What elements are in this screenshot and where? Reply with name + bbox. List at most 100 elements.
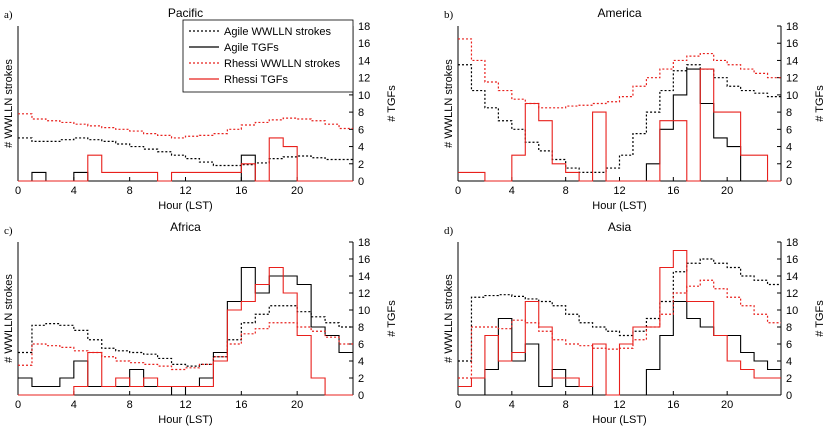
x-tick-label: 8 bbox=[127, 185, 133, 197]
y-tick-label: 18 bbox=[786, 237, 798, 249]
x-tick-label: 16 bbox=[235, 399, 247, 411]
right-axis-label: # TGFs bbox=[386, 85, 398, 122]
x-tick-label: 12 bbox=[179, 399, 191, 411]
y-tick-label: 14 bbox=[358, 271, 370, 283]
x-tick-label: 16 bbox=[235, 185, 247, 197]
x-tick-label: 8 bbox=[563, 399, 569, 411]
y-tick-label: 14 bbox=[786, 55, 798, 67]
y-tick-label: 2 bbox=[358, 373, 364, 385]
y-tick-label: 8 bbox=[358, 107, 364, 119]
panel-pacific: 0 4 8 12 16 20 0 2 4 6 8 10 12 14 16 18 Pacific a) Hour (L… bbox=[3, 6, 398, 212]
y-tick-label: 12 bbox=[358, 288, 370, 300]
y-tick-label: 2 bbox=[786, 373, 792, 385]
y-tick-label: 2 bbox=[358, 159, 364, 171]
left-axis-label: # WWLLN strokes bbox=[3, 59, 15, 148]
y-tick-label: 10 bbox=[358, 305, 370, 317]
x-tick-label: 20 bbox=[291, 399, 303, 411]
right-axis-label: # TGFs bbox=[386, 300, 398, 337]
x-tick-label: 0 bbox=[455, 185, 461, 197]
y-tick-label: 4 bbox=[786, 356, 792, 368]
y-tick-label: 8 bbox=[786, 322, 792, 334]
y-tick-label: 18 bbox=[358, 237, 370, 249]
x-tick-label: 4 bbox=[509, 399, 515, 411]
y-tick-label: 0 bbox=[358, 390, 364, 402]
panel-asia: 0 4 8 12 16 20 0 2 4 6 8 10 12 14 16 18 Asia d) Hour (LST)… bbox=[443, 220, 826, 426]
x-tick-label: 12 bbox=[613, 185, 625, 197]
series-rhessi-tgfs bbox=[18, 137, 353, 182]
x-tick-label: 8 bbox=[127, 399, 133, 411]
legend-label: Agile TGFs bbox=[224, 42, 279, 54]
series-agile-wwlln-strokes bbox=[458, 258, 781, 362]
series-agile-tgfs bbox=[18, 266, 353, 396]
y-tick-label: 0 bbox=[358, 176, 364, 188]
y-tick-label: 10 bbox=[786, 90, 798, 102]
y-tick-label: 0 bbox=[786, 176, 792, 188]
y-tick-label: 18 bbox=[786, 21, 798, 33]
y-tick-label: 4 bbox=[358, 142, 364, 154]
y-tick-label: 6 bbox=[358, 339, 364, 351]
panel-title: Pacific bbox=[168, 6, 203, 20]
y-tick-label: 16 bbox=[358, 254, 370, 266]
left-axis-label: # WWLLN strokes bbox=[3, 274, 15, 363]
panel-letter: a) bbox=[4, 9, 13, 21]
panel-title: America bbox=[597, 6, 641, 20]
legend-label: Agile WWLLN strokes bbox=[224, 26, 331, 38]
series-rhessi-tgfs bbox=[18, 266, 353, 396]
series-rhessi-wwlln-strokes bbox=[18, 113, 353, 139]
y-tick-label: 6 bbox=[786, 124, 792, 136]
right-axis-label: # TGFs bbox=[814, 85, 826, 122]
y-tick-label: 12 bbox=[786, 73, 798, 85]
right-axis-label: # TGFs bbox=[814, 300, 826, 337]
y-tick-label: 16 bbox=[786, 38, 798, 50]
legend-label: Rhessi WWLLN strokes bbox=[224, 58, 341, 70]
x-tick-label: 4 bbox=[509, 185, 515, 197]
x-axis-label: Hour (LST) bbox=[592, 414, 646, 426]
y-tick-label: 10 bbox=[786, 305, 798, 317]
x-tick-label: 12 bbox=[179, 185, 191, 197]
y-tick-label: 10 bbox=[358, 90, 370, 102]
y-tick-label: 4 bbox=[786, 142, 792, 154]
series-agile-wwlln-strokes bbox=[18, 137, 353, 167]
x-tick-label: 4 bbox=[71, 185, 77, 197]
series-rhessi-wwlln-strokes bbox=[18, 322, 353, 371]
y-tick-label: 8 bbox=[358, 322, 364, 334]
x-tick-label: 8 bbox=[563, 185, 569, 197]
y-tick-label: 6 bbox=[358, 124, 364, 136]
panel-africa: 0 4 8 12 16 20 0 2 4 6 8 10 12 14 16 18 Africa c) Hour (LS… bbox=[3, 220, 398, 426]
panel-title: Africa bbox=[170, 220, 201, 234]
y-tick-label: 12 bbox=[786, 288, 798, 300]
x-axis-label: Hour (LST) bbox=[158, 200, 212, 212]
y-tick-label: 16 bbox=[786, 254, 798, 266]
y-tick-label: 0 bbox=[786, 390, 792, 402]
x-tick-label: 0 bbox=[455, 399, 461, 411]
x-tick-label: 12 bbox=[613, 399, 625, 411]
y-tick-label: 8 bbox=[786, 107, 792, 119]
panel-letter: c) bbox=[4, 225, 13, 237]
left-axis-label: # WWLLN strokes bbox=[443, 59, 455, 148]
legend: Agile WWLLN strokes Agile TGFs Rhessi WWLL… bbox=[182, 19, 354, 93]
x-tick-label: 16 bbox=[667, 185, 679, 197]
x-axis-label: Hour (LST) bbox=[158, 414, 212, 426]
y-tick-label: 14 bbox=[786, 271, 798, 283]
series-agile-wwlln-strokes bbox=[458, 64, 781, 173]
x-tick-label: 0 bbox=[15, 185, 21, 197]
y-tick-label: 12 bbox=[358, 73, 370, 85]
panel-title: Asia bbox=[608, 220, 632, 234]
y-tick-label: 6 bbox=[786, 339, 792, 351]
x-tick-label: 16 bbox=[667, 399, 679, 411]
series-rhessi-tgfs bbox=[458, 68, 781, 182]
x-tick-label: 0 bbox=[15, 399, 21, 411]
series-rhessi-wwlln-strokes bbox=[458, 38, 781, 109]
panel-letter: d) bbox=[444, 225, 454, 237]
x-tick-label: 4 bbox=[71, 399, 77, 411]
x-axis-label: Hour (LST) bbox=[592, 200, 646, 212]
y-tick-label: 2 bbox=[786, 159, 792, 171]
panel-america: 0 4 8 12 16 20 0 2 4 6 8 10 12 14 16 18 America b) Hour (L… bbox=[443, 6, 826, 212]
x-tick-label: 20 bbox=[721, 185, 733, 197]
panel-letter: b) bbox=[444, 9, 454, 21]
y-tick-label: 16 bbox=[358, 38, 370, 50]
series-rhessi-tgfs bbox=[458, 249, 781, 396]
x-tick-label: 20 bbox=[291, 185, 303, 197]
legend-box bbox=[182, 19, 354, 93]
